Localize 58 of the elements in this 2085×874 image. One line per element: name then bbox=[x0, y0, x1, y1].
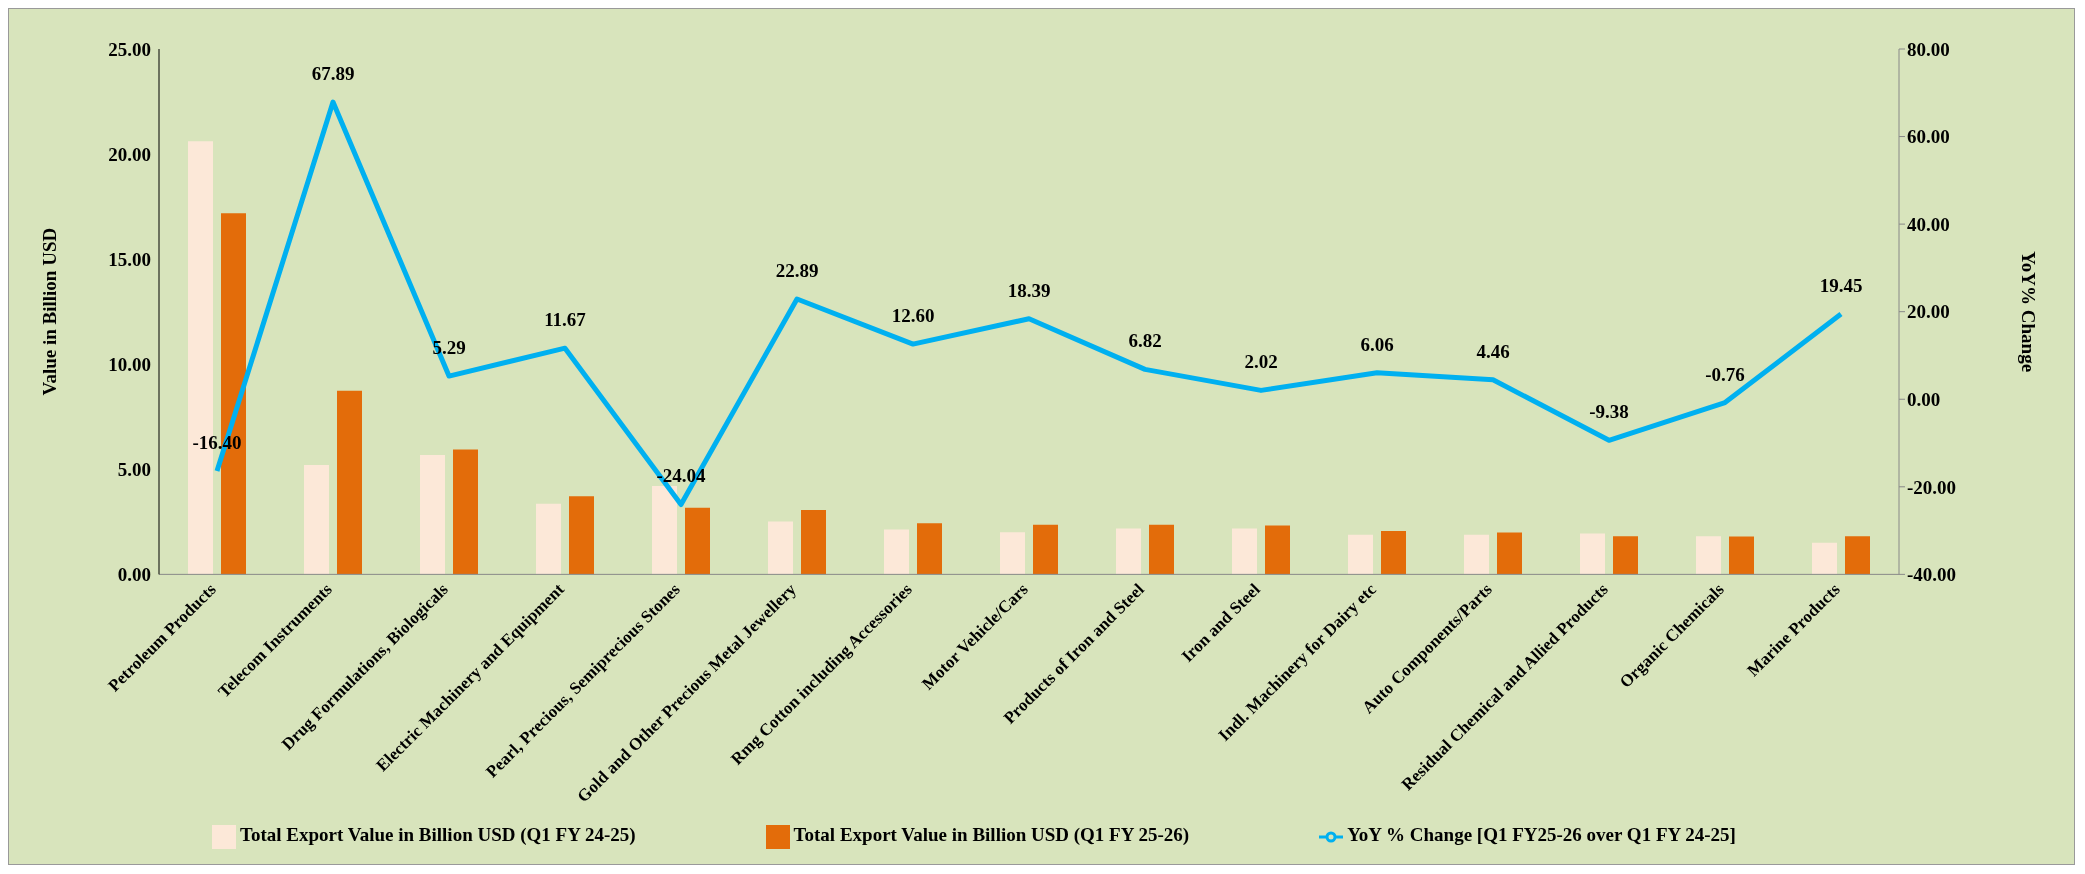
bar bbox=[1696, 536, 1721, 575]
y2-axis-title: YoY% Change bbox=[2018, 251, 2040, 373]
y2-tick-label: 60.00 bbox=[1907, 126, 1950, 148]
bar bbox=[1729, 536, 1754, 575]
bar bbox=[1033, 524, 1058, 575]
y-tick-label: 0.00 bbox=[117, 564, 151, 586]
y2-tick-label: -20.00 bbox=[1907, 476, 1957, 498]
data-label: 4.46 bbox=[1476, 340, 1510, 362]
bar bbox=[453, 449, 478, 575]
bar bbox=[536, 503, 561, 575]
bar bbox=[1580, 533, 1605, 575]
data-label: 18.39 bbox=[1007, 279, 1051, 301]
bar bbox=[768, 521, 793, 575]
bar bbox=[1000, 532, 1025, 575]
bar bbox=[801, 510, 826, 575]
y2-tick-label: -40.00 bbox=[1907, 564, 1957, 586]
data-label: 6.06 bbox=[1360, 333, 1394, 355]
data-label: 11.67 bbox=[544, 309, 587, 331]
bar bbox=[1348, 534, 1373, 575]
y2-tick-label: 80.00 bbox=[1907, 38, 1950, 60]
data-label: 6.82 bbox=[1128, 330, 1162, 352]
bar bbox=[1381, 531, 1406, 575]
y-tick-label: 10.00 bbox=[108, 353, 151, 375]
bar bbox=[1812, 542, 1837, 575]
bar bbox=[569, 496, 594, 575]
bar bbox=[917, 523, 942, 575]
legend-label: YoY % Change [Q1 FY25-26 over Q1 FY 24-25] bbox=[1347, 824, 1736, 846]
y-tick-label: 25.00 bbox=[108, 38, 151, 60]
data-label: -9.38 bbox=[1589, 401, 1629, 423]
bar bbox=[1613, 536, 1638, 575]
bar bbox=[652, 486, 677, 575]
bar bbox=[884, 529, 909, 575]
bar bbox=[1116, 528, 1141, 575]
bar bbox=[337, 390, 362, 575]
legend-label: Total Export Value in Billion USD (Q1 FY 24-25) bbox=[240, 824, 636, 846]
data-label: -0.76 bbox=[1705, 363, 1745, 385]
bar bbox=[304, 465, 329, 575]
bar bbox=[1232, 528, 1257, 575]
bar bbox=[685, 507, 710, 575]
bar bbox=[1464, 534, 1489, 575]
y-tick-label: 20.00 bbox=[108, 143, 151, 165]
bar bbox=[1845, 536, 1870, 575]
y-tick-label: 5.00 bbox=[117, 459, 151, 481]
data-label: 2.02 bbox=[1244, 351, 1278, 373]
y2-tick-label: 20.00 bbox=[1907, 301, 1950, 323]
data-label: 22.89 bbox=[775, 260, 819, 282]
bar bbox=[420, 455, 445, 575]
bar bbox=[1497, 532, 1522, 575]
y2-tick-label: 0.00 bbox=[1907, 388, 1941, 410]
y-tick-label: 15.00 bbox=[108, 248, 151, 270]
data-label: 67.89 bbox=[311, 63, 355, 85]
bar bbox=[1149, 524, 1174, 575]
legend-label: Total Export Value in Billion USD (Q1 FY 25-26) bbox=[793, 824, 1190, 846]
bar bbox=[1265, 525, 1290, 575]
data-label: 19.45 bbox=[1819, 275, 1863, 297]
data-label: 12.60 bbox=[891, 305, 935, 327]
y-axis-title: Value in Billion USD bbox=[38, 227, 60, 396]
y2-tick-label: 40.00 bbox=[1907, 213, 1950, 235]
